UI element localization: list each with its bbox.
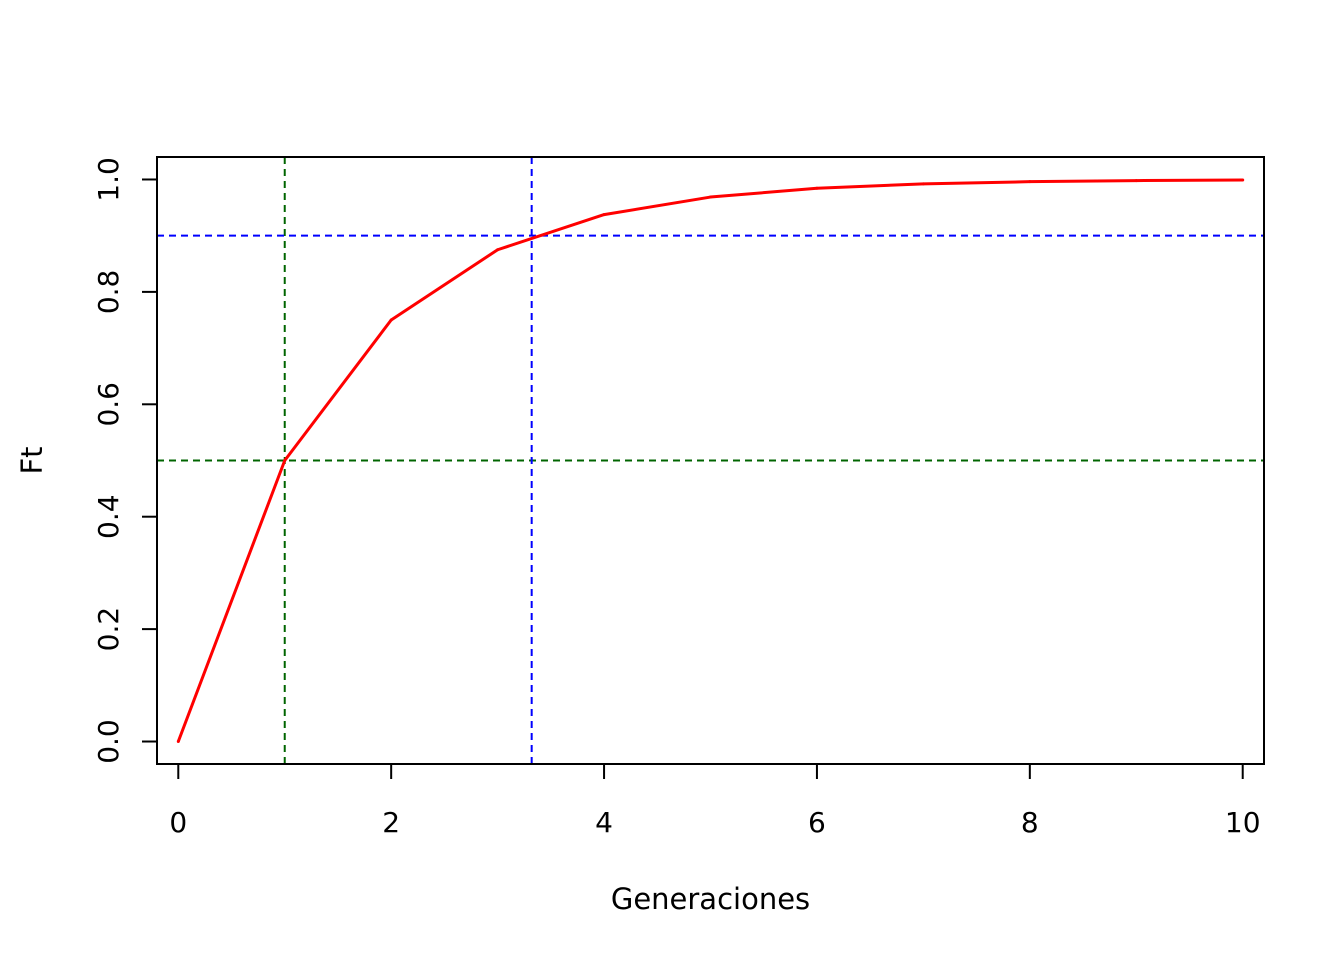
x-axis-title: Generaciones [611,882,810,916]
data-point [1028,180,1032,184]
plot-frame [156,156,1265,765]
y-tick-label: 0.0 [92,719,125,764]
y-tick-label: 0.2 [92,607,125,652]
data-point [602,213,606,217]
data-point [389,318,393,322]
data-point [176,740,180,744]
data-point [709,195,712,199]
plot-area [157,157,1264,764]
data-point [921,182,925,186]
y-tick-label: 1.0 [92,157,125,202]
y-axis-title: Ft [15,446,49,474]
y-tick-label: 0.8 [92,270,125,315]
x-tick-label: 6 [808,806,826,839]
y-tick-label: 0.6 [92,382,125,427]
data-point [283,459,287,462]
x-tick-label: 8 [1021,806,1039,839]
data-point [1241,178,1245,182]
data-point [496,248,500,252]
x-axis: 0 2 4 6 8 10 [169,763,1261,839]
data-point [1134,179,1138,183]
x-tick-label: 10 [1225,806,1261,839]
data-point [815,186,819,190]
y-tick-label: 0.4 [92,494,125,539]
x-tick-label: 0 [169,806,187,839]
y-axis: 0.0 0.2 0.4 0.6 0.8 1.0 [92,157,158,764]
x-tick-label: 2 [382,806,400,839]
x-tick-label: 4 [595,806,613,839]
